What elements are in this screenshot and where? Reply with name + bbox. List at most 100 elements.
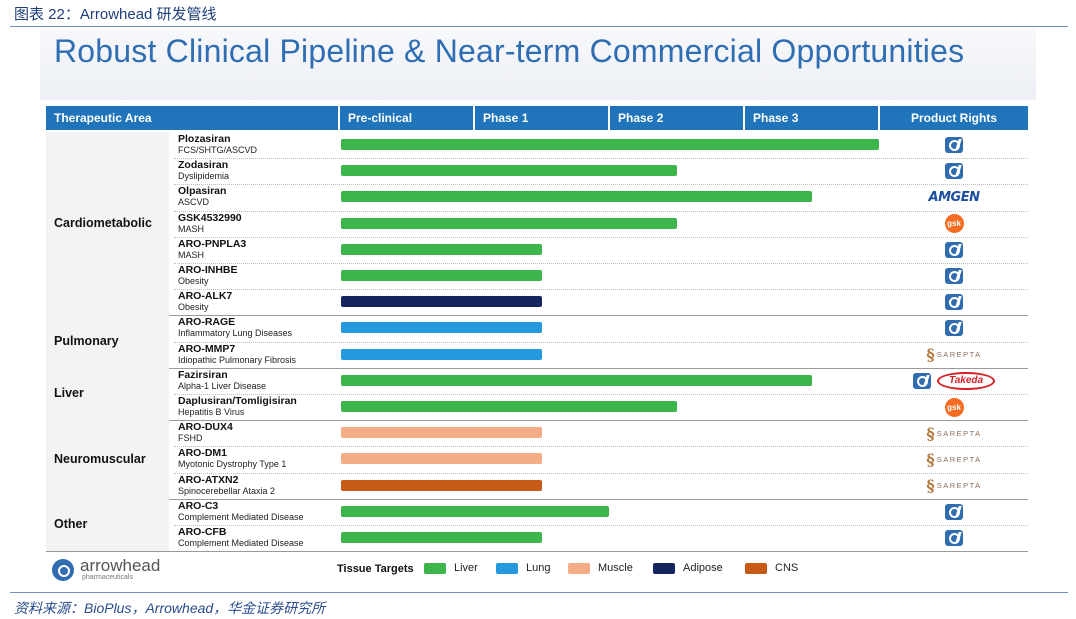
sarepta-logo: § SAREPTA — [926, 450, 981, 469]
legend-label: Lung — [526, 562, 551, 574]
legend-item: Lung — [496, 562, 550, 574]
source-note: 资料来源：BioPlus，Arrowhead，华金证券研究所 — [14, 600, 326, 616]
pipeline-slide: Robust Clinical Pipeline & Near-term Com… — [40, 30, 1036, 588]
drug-indication: Spinocerebellar Ataxia 2 — [178, 485, 276, 496]
drug-indication: Inflammatory Lung Diseases — [178, 328, 293, 339]
drug-indication: Complement Mediated Disease — [178, 538, 304, 548]
legend-label: Adipose — [683, 562, 723, 574]
product-rights-cell: § SAREPTA — [880, 447, 1028, 471]
drug-name: ARO-RAGE — [178, 316, 236, 329]
row-divider — [174, 341, 1028, 343]
group-label: Liver — [54, 386, 84, 400]
pipeline-bar — [341, 505, 609, 517]
product-rights-cell — [880, 316, 1028, 340]
sarepta-mark-icon: § — [926, 423, 935, 443]
pipeline-bar — [341, 217, 677, 229]
pipeline-bar — [341, 532, 542, 543]
row-divider — [174, 263, 1028, 264]
row-divider — [174, 394, 1028, 395]
product-rights-cell — [880, 526, 1028, 550]
product-rights-cell: Takeda — [880, 369, 1028, 393]
row-divider — [174, 472, 1028, 474]
drug-indication: FSHD — [178, 433, 203, 444]
pipeline-bar — [341, 191, 812, 203]
company-subtitle: pharmaceuticals — [82, 574, 133, 581]
legend-label: CNS — [775, 562, 799, 574]
product-rights-cell — [880, 500, 1028, 524]
product-rights-cell — [880, 133, 1028, 157]
caption-rule — [10, 26, 1068, 27]
sarepta-logo: § SAREPTA — [926, 476, 981, 495]
legend-item: Adipose — [653, 562, 723, 574]
drug-name: Olpasiran — [178, 185, 227, 198]
sarepta-logo: § SAREPTA — [926, 424, 981, 443]
pipeline-bar — [341, 401, 677, 412]
pipeline-bar — [341, 374, 812, 386]
legend-swatch — [653, 562, 675, 574]
drug-name: ARO-C3 — [178, 499, 219, 512]
legend-label: Muscle — [598, 562, 633, 574]
sarepta-wordmark: SAREPTA — [936, 428, 982, 438]
group-cell-cardiometabolic — [46, 132, 169, 316]
drug-indication: MASH — [178, 223, 205, 234]
table-header: Therapeutic Area Pre-clinical Phase 1 Ph… — [46, 106, 1028, 130]
row-divider — [174, 210, 1028, 212]
drug-indication: MASH — [178, 249, 205, 260]
drug-name: ARO-ATXN2 — [178, 473, 239, 486]
slide-title: Robust Clinical Pipeline & Near-term Com… — [54, 33, 965, 69]
takeda-logo: Takeda — [937, 371, 995, 390]
header-product-rights: Product Rights — [911, 111, 997, 125]
row-divider — [174, 289, 1028, 291]
row-divider — [174, 184, 1028, 186]
group-cell-other — [46, 498, 169, 552]
arrowhead-rights-icon — [945, 241, 963, 258]
group-divider — [46, 551, 1028, 553]
group-divider — [46, 420, 1028, 422]
drug-name: Daplusiran/Tomligisiran — [178, 395, 297, 407]
arrowhead-rights-icon — [913, 372, 931, 389]
row-divider — [174, 158, 1028, 160]
pipeline-bar — [341, 453, 542, 465]
product-rights-cell: gsk — [880, 395, 1028, 419]
pipeline-bar — [341, 296, 542, 308]
legend-label: Liver — [454, 562, 478, 574]
drug-indication: Alpha-1 Liver Disease — [178, 380, 267, 391]
header-phase3: Phase 3 — [753, 111, 799, 125]
row-divider — [174, 446, 1028, 448]
gsk-logo: gsk — [944, 214, 964, 234]
product-rights-cell: gsk — [880, 212, 1028, 236]
row-divider — [174, 525, 1028, 526]
arrowhead-logo-icon — [52, 559, 74, 581]
drug-indication: Complement Mediated Disease — [178, 511, 304, 522]
sarepta-mark-icon: § — [926, 449, 935, 469]
drug-name: ARO-MMP7 — [178, 342, 236, 355]
sarepta-logo: § SAREPTA — [926, 345, 981, 364]
drug-name: GSK4532990 — [178, 211, 242, 224]
drug-name: ARO-DM1 — [178, 447, 227, 460]
group-cell-liver — [46, 367, 169, 421]
drug-name: ARO-PNPLA3 — [178, 237, 247, 250]
sarepta-wordmark: SAREPTA — [936, 481, 982, 491]
drug-indication: Obesity — [178, 302, 209, 313]
pipeline-bar — [341, 427, 542, 439]
pipeline-table: Therapeutic Area Pre-clinical Phase 1 Ph… — [46, 106, 1028, 553]
amgen-logo: AMGEN — [928, 189, 980, 205]
drug-name: ARO-DUX4 — [178, 421, 233, 434]
product-rights-cell: § SAREPTA — [880, 421, 1028, 445]
header-phase1: Phase 1 — [483, 111, 529, 125]
pipeline-bar — [341, 139, 879, 150]
legend-title: Tissue Targets — [337, 563, 414, 575]
drug-name: Zodasiran — [178, 159, 229, 172]
group-label: Neuromuscular — [54, 451, 146, 466]
header-preclinical: Pre-clinical — [348, 111, 413, 125]
drug-indication: Dyslipidemia — [178, 171, 230, 182]
drug-name: Plozasiran — [178, 133, 231, 145]
sarepta-mark-icon: § — [926, 476, 935, 496]
drug-indication: Idiopathic Pulmonary Fibrosis — [178, 354, 297, 365]
pipeline-bar — [341, 165, 677, 177]
product-rights-cell — [880, 264, 1028, 288]
gsk-logo: gsk — [944, 397, 964, 417]
drug-indication: Hepatitis B Virus — [178, 407, 245, 417]
group-label: Cardiometabolic — [54, 215, 152, 230]
group-cell-neuromuscular — [46, 420, 169, 499]
